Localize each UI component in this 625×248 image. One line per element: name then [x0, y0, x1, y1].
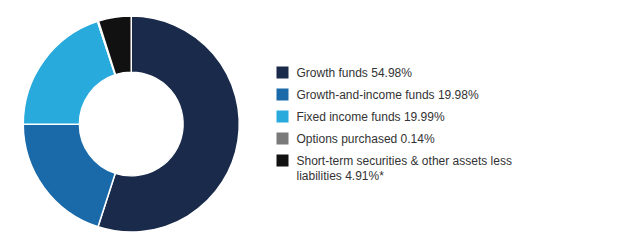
legend-label: Fixed income funds 19.99%	[297, 110, 445, 124]
legend-label-line: Growth funds 54.98%	[297, 66, 413, 80]
legend-swatch	[277, 67, 289, 79]
legend-item: Growth-and-income funds 19.98%	[277, 88, 479, 102]
legend-item: Options purchased 0.14%	[277, 132, 435, 146]
legend: Growth funds 54.98% Growth-and-income fun…	[277, 66, 512, 183]
pie	[23, 16, 239, 232]
legend-item: Fixed income funds 19.99%	[277, 110, 445, 124]
legend-label-line: Growth-and-income funds 19.98%	[297, 88, 479, 102]
slice	[23, 21, 115, 124]
slice	[98, 16, 239, 232]
legend-label: Growth-and-income funds 19.98%	[297, 88, 479, 102]
legend-label-line: Options purchased 0.14%	[297, 132, 435, 146]
legend-swatch	[277, 133, 289, 145]
legend-label: Options purchased 0.14%	[297, 132, 435, 146]
slice	[23, 124, 115, 227]
slice	[98, 16, 131, 75]
legend-label-line: liabilities 4.91%*	[297, 169, 385, 183]
legend-label: Growth funds 54.98%	[297, 66, 413, 80]
legend-swatch	[277, 155, 289, 167]
legend-label-line: Fixed income funds 19.99%	[297, 110, 445, 124]
legend-label-line: Short-term securities & other assets les…	[297, 154, 512, 168]
legend-swatch	[277, 89, 289, 101]
chart: Growth funds 54.98% Growth-and-income fun…	[0, 0, 625, 248]
legend-item: Growth funds 54.98%	[277, 66, 413, 80]
legend-swatch	[277, 111, 289, 123]
legend-item: Short-term securities & other assets les…	[277, 154, 512, 183]
legend-label: Short-term securities & other assets les…	[297, 154, 512, 183]
